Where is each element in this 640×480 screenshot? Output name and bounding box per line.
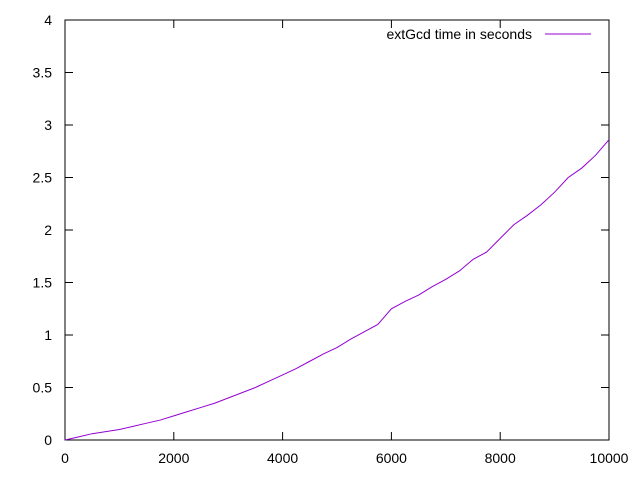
x-tick-label: 2000 — [158, 450, 189, 466]
legend-label: extGcd time in seconds — [386, 26, 532, 42]
x-tick-label: 10000 — [590, 450, 629, 466]
y-tick-label: 0.5 — [33, 380, 53, 396]
y-tick-label: 2 — [44, 222, 52, 238]
y-tick-label: 4 — [44, 12, 52, 28]
y-tick-label: 3 — [44, 117, 52, 133]
x-tick-label: 0 — [61, 450, 69, 466]
x-tick-label: 4000 — [267, 450, 298, 466]
y-tick-label: 2.5 — [33, 170, 53, 186]
series-line-extgcd — [64, 139, 610, 441]
legend: extGcd time in seconds — [386, 26, 591, 42]
y-tick-label: 0 — [44, 432, 52, 448]
y-tick-label: 3.5 — [33, 65, 53, 81]
x-axis: 0 2000 4000 6000 8000 10000 — [61, 20, 629, 466]
x-tick-label: 8000 — [485, 450, 516, 466]
y-axis: 0 0.5 1 1.5 2 2.5 3 3.5 4 — [33, 12, 609, 448]
plot-frame — [64, 19, 610, 441]
y-tick-label: 1.5 — [33, 275, 53, 291]
x-tick-label: 6000 — [376, 450, 407, 466]
y-tick-label: 1 — [44, 327, 52, 343]
